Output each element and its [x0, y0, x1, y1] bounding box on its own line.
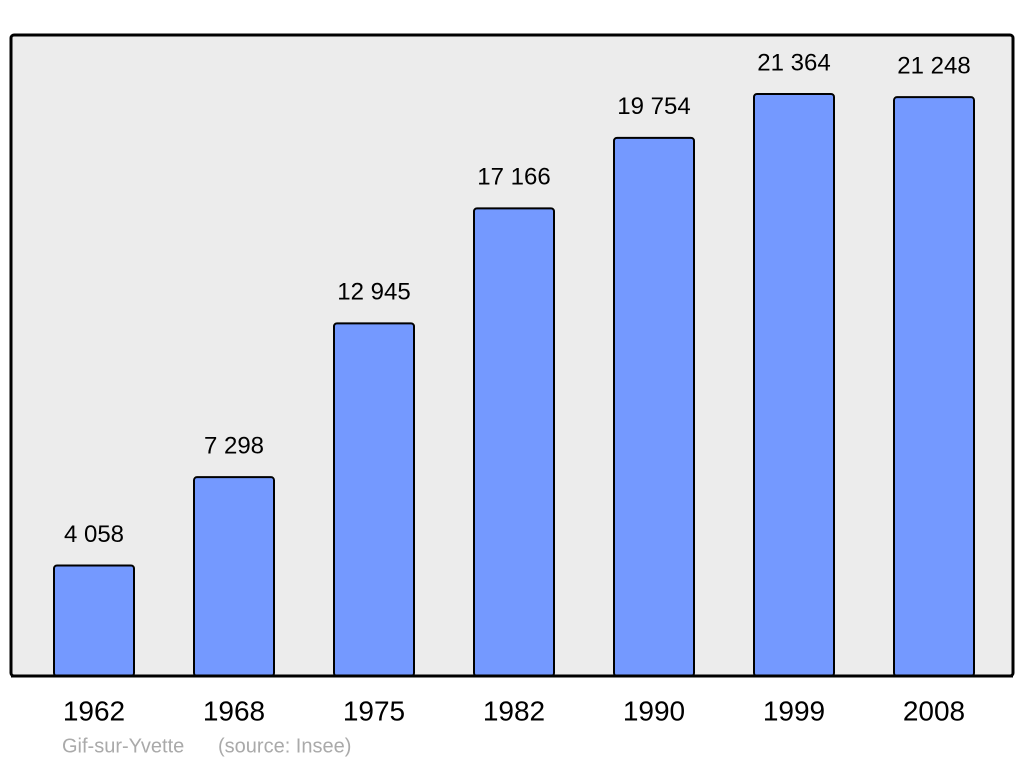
value-label: 21 248 [897, 53, 970, 80]
x-tick-label: 1975 [343, 695, 405, 726]
source: (source: Insee) [218, 735, 351, 757]
value-label: 17 166 [477, 164, 550, 191]
x-tick-label: 2008 [903, 695, 965, 726]
value-label: 4 058 [64, 521, 124, 548]
bar [473, 207, 555, 677]
bar [753, 93, 835, 677]
x-tick-label: 1962 [63, 695, 125, 726]
x-tick-label: 1990 [623, 695, 685, 726]
bar [613, 136, 695, 678]
bars: 4 058 7 298 12 945 17 166 19 754 21 364 21 248 [53, 49, 975, 678]
bar [893, 96, 975, 677]
x-tick-label: 1968 [203, 695, 265, 726]
bar [53, 564, 135, 677]
value-label: 21 364 [757, 49, 830, 76]
bar [193, 476, 275, 677]
chart-title: Gif-sur-Yvette [62, 735, 184, 757]
x-tick-label: 1982 [483, 695, 545, 726]
value-label: 7 298 [204, 433, 264, 460]
value-label: 12 945 [337, 279, 410, 306]
value-label: 19 754 [617, 93, 690, 120]
bar [333, 322, 415, 677]
x-tick-label: 1999 [763, 695, 825, 726]
